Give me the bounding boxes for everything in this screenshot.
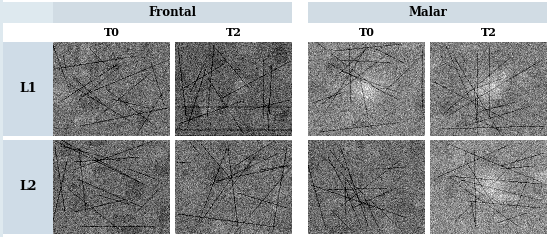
Text: T2: T2	[481, 27, 497, 38]
Text: L2: L2	[19, 181, 37, 193]
Text: T0: T0	[103, 27, 119, 38]
Text: L1: L1	[19, 82, 37, 96]
Text: Malar: Malar	[408, 6, 447, 19]
Text: Frontal: Frontal	[148, 6, 196, 19]
Text: T0: T0	[359, 27, 375, 38]
Text: T2: T2	[226, 27, 241, 38]
